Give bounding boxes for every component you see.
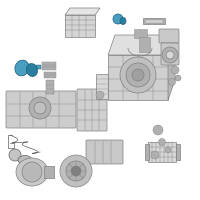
Bar [46,80,54,94]
FancyBboxPatch shape [134,29,148,38]
Circle shape [96,91,104,99]
Bar [145,20,163,23]
Bar [176,144,180,160]
FancyBboxPatch shape [6,91,76,128]
Circle shape [60,155,92,187]
Circle shape [151,151,159,159]
Circle shape [132,69,144,81]
Bar [36,65,41,69]
Circle shape [120,57,156,93]
FancyBboxPatch shape [77,89,107,131]
FancyBboxPatch shape [159,29,179,43]
Bar [143,18,165,24]
Circle shape [171,66,179,74]
Ellipse shape [120,18,126,24]
Ellipse shape [113,14,123,24]
Polygon shape [65,8,100,15]
Polygon shape [168,35,175,100]
Ellipse shape [15,60,29,76]
Polygon shape [65,15,95,37]
Circle shape [71,166,81,176]
Circle shape [168,78,176,86]
Circle shape [153,125,163,135]
Ellipse shape [16,158,48,186]
Circle shape [34,102,46,114]
Circle shape [9,149,21,161]
FancyBboxPatch shape [161,43,179,65]
Bar [44,72,56,78]
Circle shape [22,162,42,182]
Circle shape [66,161,86,181]
Circle shape [29,97,51,119]
FancyBboxPatch shape [140,38,151,52]
Circle shape [126,63,150,87]
Bar [44,166,54,178]
Ellipse shape [26,64,38,76]
Bar [96,74,108,99]
FancyBboxPatch shape [86,140,123,164]
Polygon shape [108,35,175,55]
Circle shape [162,47,178,63]
Circle shape [166,51,174,59]
Ellipse shape [18,156,32,164]
Circle shape [165,147,171,153]
Bar [42,62,56,70]
Circle shape [158,138,166,146]
Bar [145,144,149,160]
Circle shape [175,75,181,81]
Bar [148,142,176,162]
Polygon shape [108,55,168,100]
